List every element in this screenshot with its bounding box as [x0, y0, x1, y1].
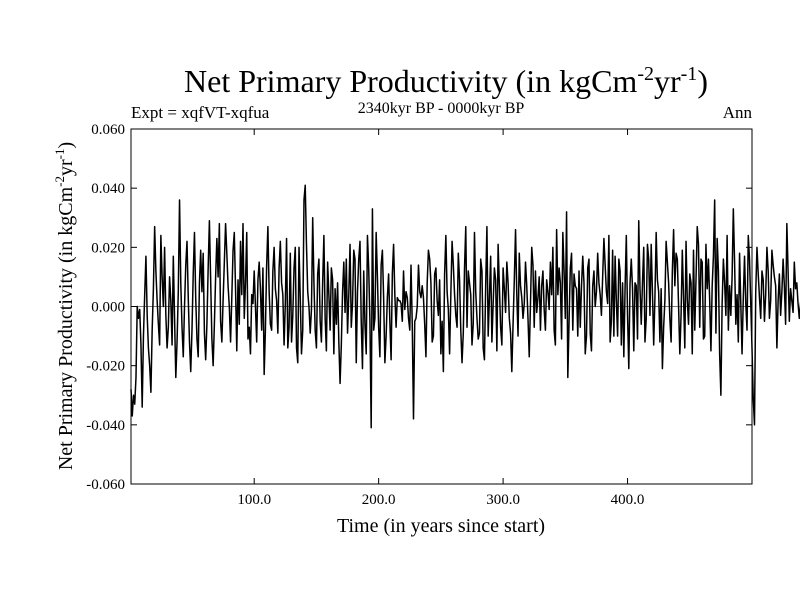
chart-subtitle: 2340kyr BP - 0000kyr BP [358, 100, 525, 117]
y-tick-label: 0.060 [91, 122, 125, 138]
x-tick-label: 300.0 [486, 492, 520, 508]
experiment-label: Expt = xqfVT-xqfua [131, 103, 270, 122]
x-tick-label: 200.0 [362, 492, 396, 508]
y-tick-label: 0.020 [91, 240, 125, 256]
y-tick-label: -0.040 [86, 418, 125, 434]
y-axis-ticks: -0.060 -0.040 -0.020 0.000 0.020 0.040 0.060 [86, 122, 752, 493]
y-tick-label: -0.020 [86, 359, 125, 375]
y-tick-label: -0.060 [86, 477, 125, 493]
x-tick-label: 100.0 [237, 492, 271, 508]
x-axis-label: Time (in years since start) [337, 515, 545, 537]
y-tick-label: 0.040 [91, 181, 125, 197]
x-tick-label: 400.0 [611, 492, 645, 508]
season-label: Ann [723, 103, 753, 122]
y-axis-label: Net Primary Productivity (in kgCm-2yr-1) [52, 142, 77, 470]
npp-series-line [130, 184, 800, 429]
x-axis-ticks: 100.0 200.0 300.0 400.0 [237, 129, 644, 508]
y-tick-label: 0.000 [91, 300, 125, 316]
chart-title: Net Primary Productivity (in kgCm-2yr-1) [184, 63, 708, 99]
